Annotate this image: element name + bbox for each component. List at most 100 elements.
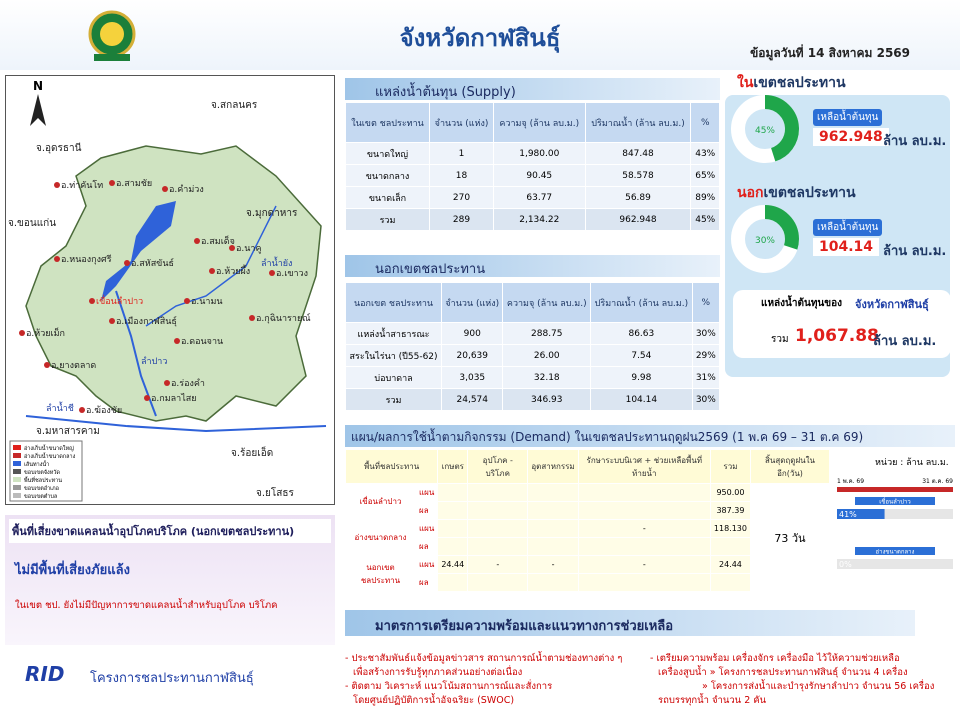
map-canvas: N อ่างเก็บน้ำขนาดใหญ่อ่างเก็บน้ำขนาดกลาง… [8, 79, 327, 502]
cell: 900 [441, 322, 504, 345]
cell: 1,980.00 [493, 142, 586, 165]
cell: 45% [690, 208, 720, 231]
row: ผล 387.39 [346, 501, 830, 520]
legend-label: ขอบเขตจังหวัด [24, 469, 60, 476]
donut-arc [731, 95, 799, 163]
gauge-header [855, 497, 935, 505]
row: แหล่งน้ำสาธารณะ 900 288.75 86.63 30% [344, 322, 721, 345]
map-label: จ.อุดรธานี [36, 142, 82, 154]
reservoir [101, 201, 176, 301]
header-cell: นอกเขต ชลประทาน [344, 282, 443, 323]
row-type: แผน [414, 483, 439, 502]
map-label: จ.ขอนแก่น [8, 218, 56, 229]
cell: 346.93 [502, 388, 592, 411]
measure-item: - ประชาสัมพันธ์แจ้งข้อมูลข่าวสาร สถานการ… [345, 653, 623, 664]
cell: ขนาดใหญ่ [345, 142, 430, 165]
outside-section: นอกเขตชลประทาน นอกเขต ชลประทาน จำนวน (แห่… [344, 255, 721, 411]
remain-label: เหลือน้ำต้นทุน [813, 219, 883, 236]
cell: 20,639 [441, 344, 504, 367]
cell [577, 537, 711, 556]
map-dot [164, 380, 170, 386]
title-prefix: ใน [737, 75, 754, 91]
row: บ่อบาดาล 3,035 32.18 9.98 31% [344, 366, 721, 389]
cell: 118.130 [709, 519, 751, 538]
header-cell: % [691, 282, 721, 323]
cell: 31% [691, 366, 721, 389]
cell: 43% [690, 142, 720, 165]
header-cell: สิ้นสุดฤดูฝนใน อีก(วัน) [749, 449, 831, 484]
map-label: จ.สกลนคร [211, 100, 258, 111]
map-label: อ.สมเด็จ [201, 234, 235, 247]
cell: 86.63 [590, 322, 693, 345]
cell: 58.578 [584, 164, 692, 187]
header-cell: ในเขต ชลประทาน [345, 102, 430, 143]
cell: 24,574 [441, 388, 504, 411]
header-row: นอกเขต ชลประทาน จำนวน (แห่ง) ความจุ (ล้าน … [344, 282, 721, 323]
row-type: ผล [414, 573, 439, 592]
row: ผล [346, 573, 830, 592]
header-cell: พื้นที่ชลประทาน [344, 449, 439, 484]
map-dot [184, 298, 190, 304]
cell: 3,035 [441, 366, 504, 389]
row: ขนาดกลาง 18 90.45 58.578 65% [345, 164, 720, 187]
map-label: อ.เขาวง [276, 269, 308, 279]
map-dot [209, 268, 215, 274]
map-dot [162, 186, 168, 192]
total-unit: ล้าน ลบ.ม. [873, 334, 937, 349]
map-label: อ.ร่องคำ [171, 378, 205, 389]
map-dot [109, 180, 115, 186]
demand-table: พื้นที่ชลประทาน เกษตร อุปโภค - บริโภค อุตสา… [344, 449, 831, 592]
section-title: นอกเขตชลประทาน [345, 255, 720, 277]
legend-swatch [13, 445, 21, 450]
table: นอกเขต ชลประทาน จำนวน (แห่ง) ความจุ (ล้าน … [344, 282, 721, 411]
header-cell: รวม [709, 449, 751, 484]
map-dot [54, 182, 60, 188]
map-label: จ.มุกดาหาร [246, 208, 298, 219]
total-province: จังหวัดกาฬสินธุ์ [855, 298, 929, 311]
cell [467, 483, 529, 502]
cell: 270 [428, 186, 495, 209]
cell: 2,134.22 [493, 208, 586, 231]
cell: 104.14 [590, 388, 693, 411]
map-dot [194, 238, 200, 244]
cell [437, 573, 469, 592]
map-label: อ.กุฉินารายณ์ [256, 312, 311, 324]
map-dot [79, 407, 85, 413]
gauge-bar [837, 509, 885, 519]
map-label: อ.นาคู [236, 244, 262, 254]
legend-box [9, 440, 83, 502]
footer-logo: RID [25, 662, 65, 686]
legend-swatch [13, 477, 21, 482]
row-type: ผล [414, 501, 439, 520]
header-row: ในเขต ชลประทาน จำนวน (แห่ง) ความจุ (ล้าน ล… [345, 102, 720, 143]
gauge-track [837, 559, 953, 569]
cell: 950.00 [709, 483, 751, 502]
cell: 289 [428, 208, 495, 231]
header: จังหวัดกาฬสินธุ์ ข้อมูลวันที่ 14 สิงหาคม… [0, 0, 960, 70]
header-cell: เกษตร [437, 449, 469, 484]
cell: 29% [691, 344, 721, 367]
map: N อ่างเก็บน้ำขนาดใหญ่ อ่างเก็บน้ำขนาดกลาง… [5, 75, 335, 505]
cell [527, 519, 579, 538]
legend-label: อ่างเก็บน้ำขนาดกลาง [24, 452, 76, 460]
cell: บ่อบาดาล [344, 366, 443, 389]
cell [437, 537, 469, 556]
row: รวม 289 2,134.22 962.948 45% [345, 208, 720, 231]
map-label: ลำน้ำชี [46, 401, 74, 414]
logo [88, 10, 136, 61]
row-type: แผน [414, 555, 439, 574]
map-label: อ.กมลาไสย [151, 393, 197, 404]
legend-swatch [13, 493, 21, 498]
risk-note: ในเขต ชป. ยังไม่มีปัญหาการขาดแคลนน้ำสำหร… [15, 600, 278, 611]
map-label: อ.ดอนจาน [181, 337, 223, 347]
cell: 18 [428, 164, 495, 187]
header-cell: อุปโภค - บริโภค [467, 449, 529, 484]
section-title: แหล่งน้ำต้นทุน (Supply) [345, 78, 720, 100]
cell: 63.77 [493, 186, 586, 209]
map-label: ลำปาว [141, 356, 167, 367]
header-row: พื้นที่ชลประทาน เกษตร อุปโภค - บริโภค อุตสา… [344, 449, 831, 484]
title-prefix: นอก [737, 185, 764, 201]
cell [527, 501, 579, 520]
cell: 387.39 [709, 501, 751, 520]
